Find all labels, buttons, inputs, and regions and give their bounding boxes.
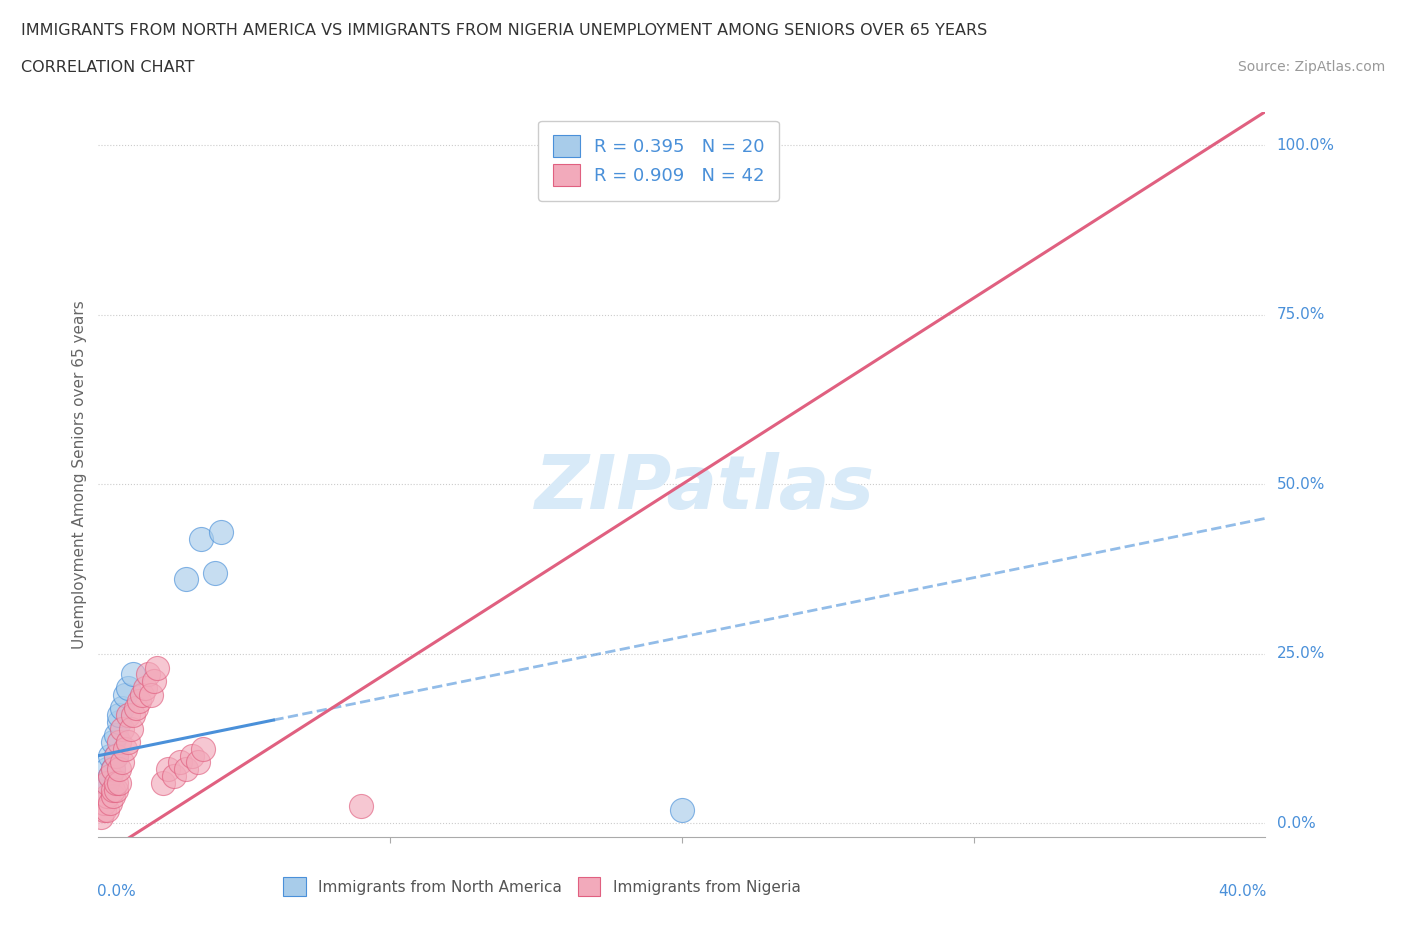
Point (157, 762, 180, 777)
Text: 75.0%: 75.0% (1277, 308, 1324, 323)
Text: 50.0%: 50.0% (1277, 477, 1324, 492)
Point (209, 525, 232, 539)
Point (152, 776, 174, 790)
Point (134, 681, 156, 696)
Point (93, 796, 115, 811)
Point (163, 768, 186, 783)
Point (96, 789, 118, 804)
Point (98, 768, 121, 783)
Text: 25.0%: 25.0% (1277, 646, 1324, 661)
Point (101, 762, 124, 777)
Point (101, 735, 124, 750)
Point (101, 782, 124, 797)
Point (122, 708, 145, 723)
Text: IMMIGRANTS FROM NORTH AMERICA VS IMMIGRANTS FROM NIGERIA UNEMPLOYMENT AMONG SENI: IMMIGRANTS FROM NORTH AMERICA VS IMMIGRA… (21, 23, 987, 38)
Point (114, 687, 136, 702)
Point (98, 768, 121, 783)
Point (114, 741, 136, 756)
Text: ZIPatlas: ZIPatlas (536, 452, 876, 525)
Point (111, 700, 134, 715)
Point (117, 708, 139, 723)
Point (104, 776, 127, 790)
Point (108, 708, 131, 723)
Point (104, 749, 127, 764)
Text: 0.0%: 0.0% (1277, 816, 1315, 830)
Point (671, 158, 693, 173)
Point (96, 776, 118, 790)
Point (90, 809, 112, 824)
Point (108, 776, 131, 790)
Point (117, 681, 139, 696)
Point (96, 762, 118, 777)
Point (101, 762, 124, 777)
Point (98, 749, 121, 764)
Point (104, 749, 127, 764)
Point (93, 803, 115, 817)
Point (671, 803, 693, 817)
Point (180, 749, 202, 764)
Point (139, 687, 162, 702)
Point (111, 755, 134, 770)
Point (104, 782, 127, 797)
Point (108, 762, 131, 777)
Point (350, 799, 373, 814)
Point (108, 714, 131, 729)
Point (96, 803, 118, 817)
Point (111, 721, 134, 736)
Point (96, 776, 118, 790)
Point (204, 565, 226, 580)
Point (131, 687, 153, 702)
Text: 0.0%: 0.0% (97, 884, 136, 899)
Point (174, 762, 197, 777)
Point (193, 741, 215, 756)
Point (128, 694, 150, 709)
Point (104, 728, 127, 743)
Point (108, 735, 131, 750)
Text: 100.0%: 100.0% (1277, 138, 1334, 153)
Point (117, 735, 139, 750)
Point (98, 796, 121, 811)
Point (101, 789, 124, 804)
Text: 40.0%: 40.0% (1218, 884, 1267, 899)
Point (93, 782, 115, 797)
Point (174, 572, 197, 587)
Legend: Immigrants from North America, Immigrants from Nigeria: Immigrants from North America, Immigrant… (277, 871, 807, 902)
Point (136, 667, 159, 682)
Point (169, 755, 191, 770)
Text: CORRELATION CHART: CORRELATION CHART (21, 60, 194, 75)
Point (146, 660, 169, 675)
Text: Source: ZipAtlas.com: Source: ZipAtlas.com (1237, 60, 1385, 74)
Point (142, 673, 165, 688)
Point (122, 667, 145, 682)
Y-axis label: Unemployment Among Seniors over 65 years: Unemployment Among Seniors over 65 years (72, 300, 87, 649)
Point (190, 531, 212, 546)
Point (187, 755, 209, 770)
Point (125, 700, 148, 715)
Point (120, 721, 142, 736)
